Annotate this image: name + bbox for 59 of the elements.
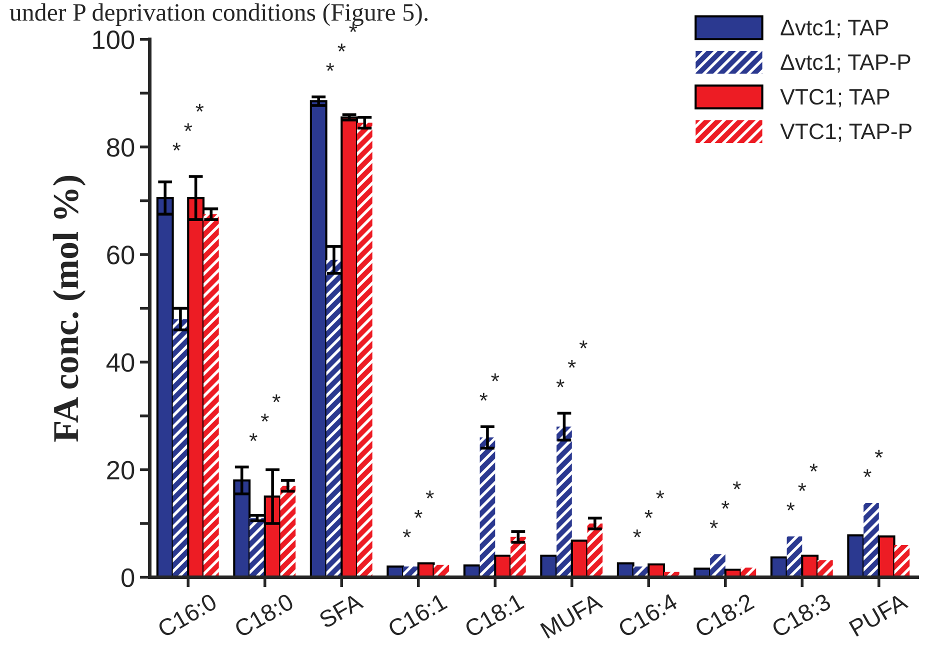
annotation: *: [414, 510, 422, 518]
bar: [878, 535, 896, 578]
y-tick-label: 80: [106, 138, 134, 157]
annotation: *: [732, 481, 741, 490]
annotation: *: [338, 44, 346, 52]
bar: [847, 534, 865, 578]
y-tick-label: 0: [122, 568, 134, 588]
annotation: *: [260, 414, 269, 422]
bar: [587, 523, 603, 578]
annotation: *: [810, 464, 818, 472]
bar: [894, 545, 910, 578]
bar: [280, 486, 296, 578]
annotation: *: [249, 433, 258, 442]
annotation: *: [491, 373, 500, 382]
annotation: *: [710, 520, 718, 528]
legend-label: VTC1; TAP: [780, 88, 890, 108]
annotation: *: [326, 63, 334, 71]
bar: [864, 503, 879, 578]
bar: [172, 319, 188, 578]
y-tick-label: 100: [93, 30, 134, 50]
legend-label: VTC1; TAP-P: [780, 124, 912, 142]
annotation: *: [556, 379, 564, 388]
legend-label: Δvtc1; TAP-P: [780, 54, 910, 73]
bar: [510, 536, 526, 578]
bar: [818, 560, 833, 578]
annotation: *: [426, 490, 434, 498]
text: *: [349, 24, 358, 32]
text: under P deprivation conditions (Figure 5).: [10, 3, 428, 26]
bar: [250, 518, 265, 578]
annotation: *: [402, 530, 411, 538]
annotation: *: [786, 502, 795, 510]
bar: [786, 536, 802, 578]
annotation: *: [644, 510, 653, 518]
annotation: *: [184, 123, 192, 132]
y-tick-label: 40: [106, 353, 134, 372]
annotation: *: [172, 142, 181, 151]
bar: [556, 426, 572, 578]
annotation: *: [196, 104, 204, 112]
annotation: *: [721, 500, 730, 509]
y-axis-title: FA conc. (mol %): [52, 176, 86, 442]
bar: [480, 437, 496, 578]
bar: [203, 214, 219, 578]
annotation: *: [874, 450, 883, 458]
annotation: *: [863, 469, 872, 478]
y-tick-label: 60: [107, 246, 134, 264]
annotation: *: [272, 394, 280, 402]
bar: [710, 554, 726, 578]
bar: [326, 260, 342, 578]
annotation: *: [633, 530, 642, 538]
annotation: *: [656, 490, 664, 498]
annotation: *: [798, 483, 806, 491]
y-tick-label: 20: [107, 460, 134, 480]
legend-label: Δvtc1; TAP: [780, 20, 888, 38]
annotation: *: [579, 340, 588, 348]
bar: [356, 122, 372, 578]
bar: [801, 554, 819, 578]
annotation: *: [480, 392, 488, 401]
x-tick-label: SFA: [318, 592, 364, 629]
annotation: *: [568, 360, 576, 368]
